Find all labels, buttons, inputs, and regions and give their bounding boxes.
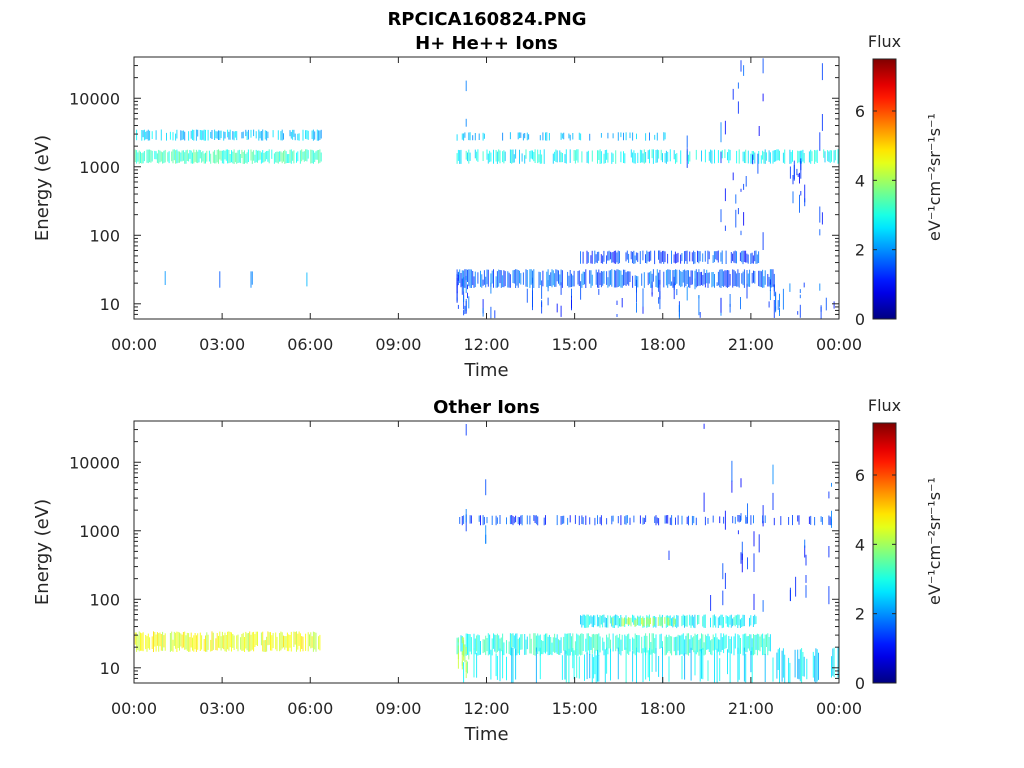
spectrogram-feature-3 [456,633,771,656]
y-tick-label: 1000 [79,158,120,177]
colorbar-units-label: eV⁻¹cm⁻²sr⁻¹s⁻¹ [925,113,944,241]
spectrogram-feature-3 [164,271,308,288]
x-axis: 00:00 03:00 06:00 09:00 12:00 15:00 18:00 21:00… [111,421,862,718]
colorbar-tick-label: 6 [855,466,865,485]
y-tick-label: 10000 [69,89,120,108]
spectrogram-feature-1 [133,631,321,652]
spectrogram-feature-2 [459,515,832,526]
spectrogram-feature-1 [133,149,322,164]
spectrogram-feature-9 [456,276,835,319]
colorbar-tick-label: 4 [855,535,865,554]
spectrogram-feature-9 [789,539,807,602]
x-tick-label: 18:00 [640,335,686,354]
x-tick-label: 21:00 [728,335,774,354]
spectrogram-feature-10 [724,58,764,250]
x-tick-label: 12:00 [463,699,509,718]
x-tick-label: 03:00 [199,335,245,354]
x-axis-label: Time [463,724,508,745]
spectrogram-feature-11 [789,158,806,213]
spectrogram-feature-4 [457,636,470,679]
colorbar-tick-label: 0 [855,310,865,329]
x-tick-label: 12:00 [463,335,509,354]
x-tick-label: 18:00 [640,699,686,718]
spectrogram-feature-12 [465,63,823,236]
panel-2: Other Ions 00:00 03:00 06:00 09:00 12:00 15:00… [32,396,944,745]
y-axis-label: Energy (eV) [32,135,53,241]
spectrogram-feature-7 [463,647,839,684]
colorbar-tick-label: 4 [855,171,865,190]
spectrogram-feature-6 [456,269,775,288]
spectrogram-feature-5 [456,132,666,141]
y-axis: 10 100 1000 10000 [69,420,839,684]
colorbar-tick-label: 2 [855,605,865,624]
figure-title: RPCICA160824.PNG [387,9,586,30]
colorbar-title: Flux [868,396,901,415]
spectrogram-feature-4 [456,149,839,164]
x-tick-label: 15:00 [552,699,598,718]
x-tick-label: 06:00 [287,699,333,718]
x-tick-label: 09:00 [375,335,421,354]
x-tick-label: 00:00 [816,699,862,718]
y-tick-label: 1000 [79,522,120,541]
y-tick-label: 100 [89,590,120,609]
y-axis-label: Energy (eV) [32,499,53,605]
x-tick-label: 00:00 [816,335,862,354]
x-tick-label: 09:00 [375,699,421,718]
colorbar: 0 2 4 6 Flux eV⁻¹cm⁻²sr⁻¹s⁻¹ [855,396,944,693]
x-tick-label: 00:00 [111,699,157,718]
panel-1: H+ He++ Ions 00:00 03:00 06:00 09:00 12:00 15:… [32,32,944,381]
colorbar-gradient [873,59,896,319]
panel-title: H+ He++ Ions [415,33,558,54]
spectrogram [133,58,839,319]
x-axis: 00:00 03:00 06:00 09:00 12:00 15:00 18:00 21:00… [111,57,862,354]
spectrogram-feature-2 [136,129,322,141]
x-axis-label: Time [463,360,508,381]
spectrogram-feature-8 [722,460,764,612]
colorbar-tick-label: 0 [855,674,865,693]
panel-title: Other Ions [433,397,540,418]
y-tick-label: 10 [100,295,120,314]
spectrogram [133,423,839,684]
colorbar-title: Flux [868,32,901,51]
colorbar-tick-label: 2 [855,241,865,260]
colorbar-gradient [873,423,896,683]
y-axis: 10 100 1000 10000 [69,56,839,320]
x-tick-label: 21:00 [728,699,774,718]
x-tick-label: 06:00 [287,335,333,354]
y-tick-label: 100 [89,226,120,245]
x-tick-label: 03:00 [199,699,245,718]
panels: H+ He++ Ions 00:00 03:00 06:00 09:00 12:00 15:… [32,32,944,745]
y-tick-label: 10000 [69,453,120,472]
spectrogram-feature-6 [612,617,676,627]
y-tick-label: 10 [100,659,120,678]
spectrogram-feature-8 [580,250,760,265]
x-tick-label: 00:00 [111,335,157,354]
colorbar-tick-label: 6 [855,102,865,121]
colorbar: 0 2 4 6 Flux eV⁻¹cm⁻²sr⁻¹s⁻¹ [855,32,944,329]
spectrogram-feature-10 [465,423,832,611]
x-tick-label: 15:00 [552,335,598,354]
colorbar-units-label: eV⁻¹cm⁻²sr⁻¹s⁻¹ [925,477,944,605]
